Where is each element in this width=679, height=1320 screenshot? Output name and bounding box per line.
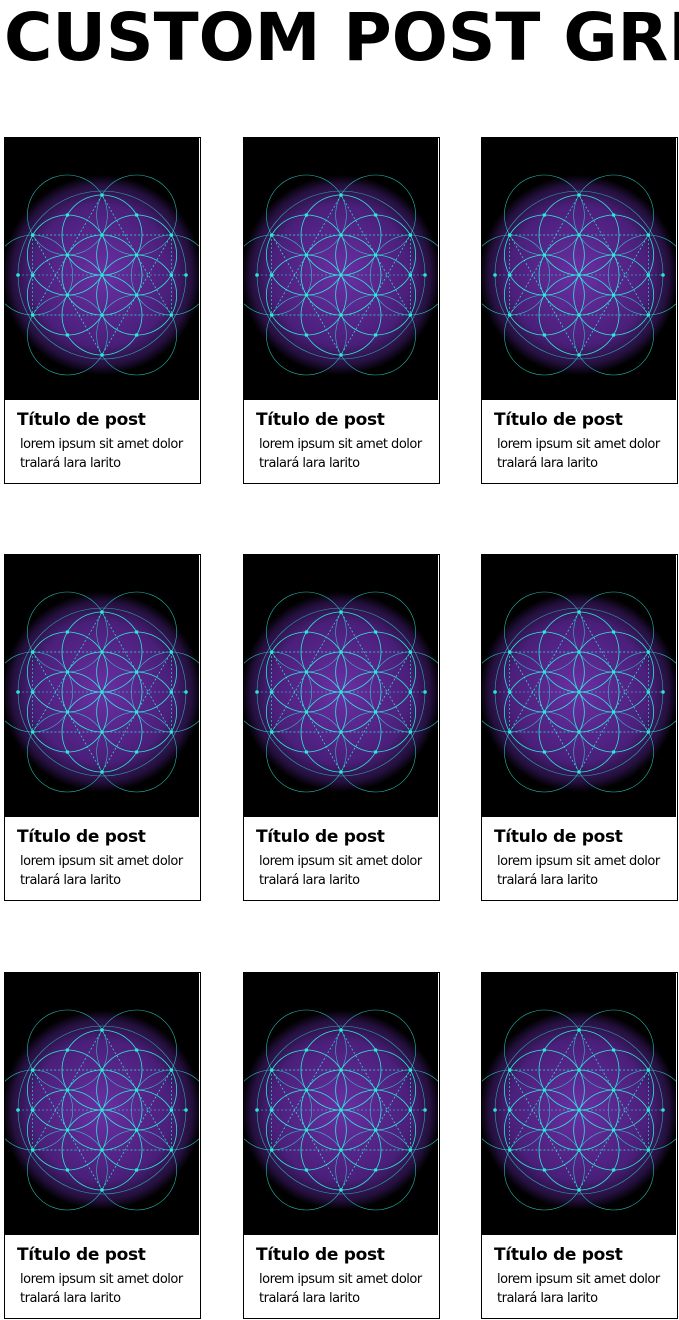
post-excerpt: lorem ipsum sit amet dolor tralará lara l… [497,435,673,473]
post-title[interactable]: Título de post [17,827,146,847]
flower-of-life-icon [5,973,199,1235]
post-card[interactable]: Título de post lorem ipsum sit amet dolor… [243,972,440,1319]
flower-of-life-icon [5,555,199,817]
post-excerpt-line: lorem ipsum sit amet dolor [259,1272,422,1287]
post-excerpt: lorem ipsum sit amet dolor tralará lara l… [259,852,435,890]
flower-of-life-icon [244,973,438,1235]
post-thumbnail[interactable] [482,138,676,400]
post-excerpt: lorem ipsum sit amet dolor tralará lara l… [497,1270,673,1308]
page-title: CUSTOM POST GRID [4,0,679,76]
post-excerpt-line: lorem ipsum sit amet dolor [20,854,183,869]
post-card-body: Título de post lorem ipsum sit amet dolor… [244,1235,438,1317]
post-excerpt: lorem ipsum sit amet dolor tralará lara l… [497,852,673,890]
post-thumbnail[interactable] [482,973,676,1235]
post-excerpt-line: lorem ipsum sit amet dolor [497,437,660,452]
post-card-body: Título de post lorem ipsum sit amet dolor… [5,817,199,899]
post-title[interactable]: Título de post [256,827,385,847]
post-excerpt-line: tralará lara larito [259,456,360,471]
post-card[interactable]: Título de post lorem ipsum sit amet dolor… [481,972,678,1319]
post-card[interactable]: Título de post lorem ipsum sit amet dolor… [243,137,440,484]
post-title[interactable]: Título de post [17,1245,146,1265]
post-excerpt-line: tralará lara larito [259,1291,360,1306]
post-excerpt-line: tralará lara larito [20,873,121,888]
post-card-body: Título de post lorem ipsum sit amet dolor… [244,817,438,899]
post-thumbnail[interactable] [5,555,199,817]
post-thumbnail[interactable] [482,555,676,817]
post-title[interactable]: Título de post [494,1245,623,1265]
post-excerpt-line: tralará lara larito [20,456,121,471]
post-card-body: Título de post lorem ipsum sit amet dolor… [244,400,438,482]
post-thumbnail[interactable] [244,555,438,817]
post-excerpt-line: tralará lara larito [20,1291,121,1306]
post-excerpt-line: lorem ipsum sit amet dolor [497,1272,660,1287]
post-card-body: Título de post lorem ipsum sit amet dolor… [482,817,676,899]
post-thumbnail[interactable] [5,138,199,400]
post-card[interactable]: Título de post lorem ipsum sit amet dolor… [481,137,678,484]
post-excerpt: lorem ipsum sit amet dolor tralará lara l… [259,435,435,473]
post-thumbnail[interactable] [5,973,199,1235]
post-excerpt-line: tralará lara larito [259,873,360,888]
flower-of-life-icon [5,138,199,400]
flower-of-life-icon [244,138,438,400]
post-excerpt-line: lorem ipsum sit amet dolor [259,854,422,869]
post-excerpt-line: tralará lara larito [497,456,598,471]
post-card-body: Título de post lorem ipsum sit amet dolor… [482,1235,676,1317]
flower-of-life-icon [244,555,438,817]
post-excerpt-line: lorem ipsum sit amet dolor [20,1272,183,1287]
post-excerpt: lorem ipsum sit amet dolor tralará lara l… [259,1270,435,1308]
post-card[interactable]: Título de post lorem ipsum sit amet dolor… [243,554,440,901]
flower-of-life-icon [482,973,676,1235]
post-title[interactable]: Título de post [256,410,385,430]
post-card[interactable]: Título de post lorem ipsum sit amet dolor… [481,554,678,901]
post-excerpt-line: tralará lara larito [497,873,598,888]
post-excerpt-line: lorem ipsum sit amet dolor [259,437,422,452]
post-excerpt: lorem ipsum sit amet dolor tralará lara l… [20,435,196,473]
post-excerpt-line: lorem ipsum sit amet dolor [497,854,660,869]
post-thumbnail[interactable] [244,138,438,400]
post-title[interactable]: Título de post [17,410,146,430]
post-card[interactable]: Título de post lorem ipsum sit amet dolor… [4,554,201,901]
post-excerpt-line: lorem ipsum sit amet dolor [20,437,183,452]
flower-of-life-icon [482,138,676,400]
flower-of-life-icon [482,555,676,817]
post-card-body: Título de post lorem ipsum sit amet dolor… [482,400,676,482]
post-card-body: Título de post lorem ipsum sit amet dolor… [5,400,199,482]
post-card[interactable]: Título de post lorem ipsum sit amet dolor… [4,972,201,1319]
post-thumbnail[interactable] [244,973,438,1235]
post-card-body: Título de post lorem ipsum sit amet dolor… [5,1235,199,1317]
post-excerpt: lorem ipsum sit amet dolor tralará lara l… [20,852,196,890]
post-title[interactable]: Título de post [494,827,623,847]
post-excerpt-line: tralará lara larito [497,1291,598,1306]
post-excerpt: lorem ipsum sit amet dolor tralará lara l… [20,1270,196,1308]
post-title[interactable]: Título de post [494,410,623,430]
post-title[interactable]: Título de post [256,1245,385,1265]
post-card[interactable]: Título de post lorem ipsum sit amet dolor… [4,137,201,484]
